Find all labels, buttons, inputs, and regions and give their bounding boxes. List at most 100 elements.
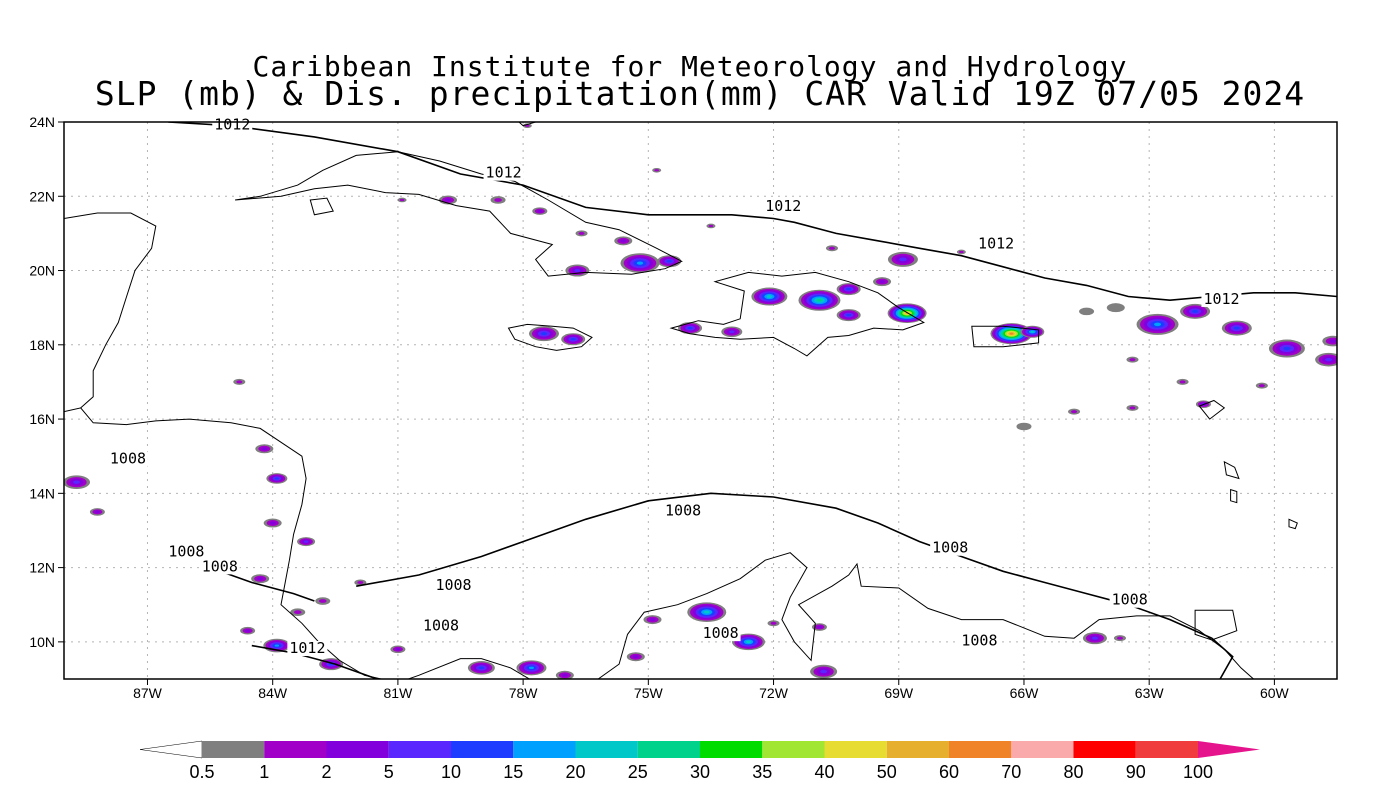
lat-tick-label: 14N	[29, 485, 55, 501]
precip-contour	[399, 198, 405, 202]
colorbar-label: 90	[1126, 762, 1146, 782]
isobar-label-bg	[433, 577, 474, 593]
graticule	[64, 121, 1337, 679]
isobar-label-bg	[287, 641, 328, 657]
precip-cell	[1126, 356, 1139, 363]
coastline-hispaniola	[669, 271, 925, 357]
coastline-bahamas-andros	[518, 122, 537, 127]
precip-contour	[636, 261, 644, 265]
colorbar-label: 60	[939, 762, 959, 782]
lon-tick-label: 81W	[384, 685, 414, 701]
isobar-label-bg	[420, 618, 461, 634]
colorbar-label: 35	[752, 762, 772, 782]
isobar-label-bg	[107, 451, 148, 467]
precip-cell	[263, 518, 282, 528]
precip-contour	[770, 621, 777, 625]
precip-contour	[687, 326, 693, 330]
precip-cell	[255, 444, 274, 454]
precip-contour	[261, 447, 268, 451]
precip-contour	[570, 338, 576, 341]
precip-cell	[354, 579, 367, 586]
isobar-label-bg	[1109, 592, 1150, 608]
precip-contour	[632, 655, 639, 659]
precip-contour	[746, 640, 751, 644]
precip-contour	[649, 618, 656, 622]
lat-tick-label: 10N	[29, 634, 55, 650]
precip-cell	[721, 326, 743, 338]
isobar-label: 1008	[932, 539, 968, 557]
isobar-label: 1008	[202, 557, 238, 575]
isobar-label: 1012	[765, 197, 801, 215]
precip-cell	[956, 249, 966, 255]
colorbar-label: 100	[1183, 762, 1213, 782]
precip-contour	[1106, 303, 1125, 313]
precip-cell	[233, 378, 246, 385]
colorbar-swatch	[1073, 741, 1136, 758]
precip-cell	[1268, 339, 1305, 358]
precip-cell	[1136, 313, 1179, 335]
isobar-label-bg	[212, 117, 253, 133]
precip-contour	[1071, 410, 1078, 414]
colorbar-label: 0.5	[189, 762, 214, 782]
lon-tick-label: 75W	[634, 685, 664, 701]
precip-contour	[1329, 339, 1337, 343]
isobar-label-bg	[663, 503, 704, 519]
isobar-label: 1012	[486, 164, 522, 182]
coastline-yucatan	[64, 212, 157, 409]
precip-cell	[1221, 320, 1252, 336]
isobar-label: 1012	[1203, 290, 1239, 308]
isobar-label-bg	[700, 626, 741, 642]
precip-contour	[574, 269, 581, 273]
precip-cell	[652, 167, 662, 173]
isobar-1012	[168, 122, 1337, 302]
precip-cell	[1113, 635, 1126, 642]
colorbar-label: 80	[1063, 762, 1083, 782]
isobar-label-bg	[976, 236, 1017, 252]
precip-contour	[540, 332, 547, 336]
isobar-label: 1012	[289, 639, 325, 657]
title-line-1: Caribbean Institute for Meteorology and …	[252, 50, 1128, 83]
precip-contour	[494, 198, 502, 202]
precip-cell	[64, 475, 91, 489]
coastline-martinique	[1223, 460, 1240, 480]
precip-contour	[561, 673, 568, 677]
precip-contour	[1079, 307, 1095, 316]
colorbar-swatch	[388, 741, 452, 758]
precip-contour	[578, 231, 585, 235]
colorbar-swatch	[824, 741, 887, 758]
precip-cell	[1126, 404, 1139, 411]
precip-cell	[810, 664, 838, 679]
isobar-label-bg	[199, 559, 240, 575]
precip-contour	[257, 577, 264, 581]
precip-contour	[1129, 358, 1136, 362]
precip-cell	[528, 326, 559, 342]
coastline-panama-colombia	[381, 658, 531, 679]
precip-cell	[811, 623, 827, 631]
precip-contour	[708, 224, 714, 228]
precip-cell	[1176, 378, 1189, 385]
precip-cell	[490, 196, 506, 204]
lon-tick-label: 60W	[1260, 685, 1290, 701]
isobar-label: 1012	[214, 115, 250, 133]
colorbar-label: 70	[1001, 762, 1021, 782]
precip-cell	[657, 255, 682, 268]
slp-isobars	[168, 122, 1337, 679]
lat-tick-label: 18N	[29, 337, 55, 353]
precip-cell	[251, 574, 270, 584]
isobar-label: 1008	[435, 576, 471, 594]
isobar-label-bg	[930, 540, 971, 556]
lon-tick-label: 87W	[133, 685, 163, 701]
precip-contour	[620, 239, 627, 243]
precip-cell	[290, 608, 306, 616]
precip-cell	[565, 264, 590, 277]
precip-cell	[89, 508, 105, 516]
precip-cell	[240, 626, 256, 635]
colorbar-swatch	[451, 741, 514, 758]
precip-contour	[537, 209, 543, 213]
precip-cell	[751, 287, 788, 306]
precip-contour	[1233, 326, 1240, 330]
precip-cell	[1079, 307, 1095, 316]
precip-contour	[729, 330, 735, 334]
coastline-central-america	[64, 407, 382, 679]
